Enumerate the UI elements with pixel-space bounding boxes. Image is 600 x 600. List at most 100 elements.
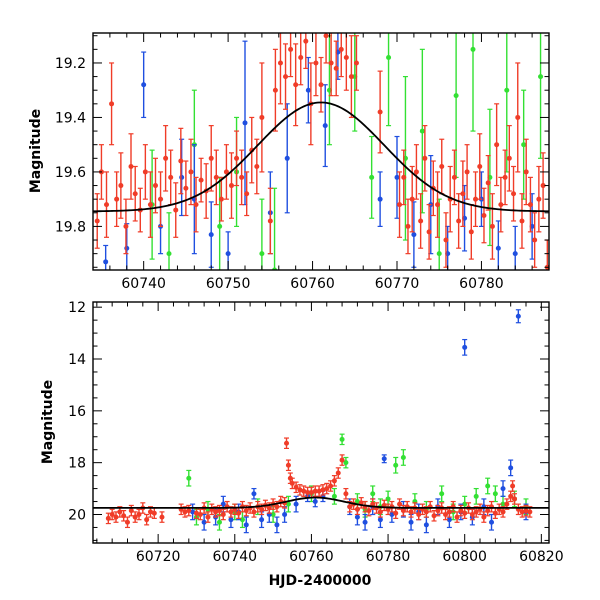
bottom-green-point bbox=[439, 485, 445, 503]
top-red-point bbox=[188, 138, 194, 206]
top-red-point bbox=[523, 138, 529, 206]
top-blue-point bbox=[124, 223, 130, 270]
bottom-red-point bbox=[197, 508, 203, 521]
top-green-point bbox=[419, 48, 425, 214]
bottom-blue-point bbox=[243, 516, 249, 534]
top-red-point bbox=[477, 133, 483, 200]
top-red-point bbox=[494, 103, 500, 187]
bottom-green-point bbox=[339, 433, 345, 446]
top-red-point bbox=[234, 130, 240, 187]
bottom-blue-point bbox=[515, 309, 521, 324]
top-red-point bbox=[333, 40, 339, 97]
bottom-red-point bbox=[297, 484, 303, 496]
top-red-point bbox=[147, 171, 153, 238]
top-red-point bbox=[519, 193, 525, 249]
bottom-blue-point bbox=[282, 506, 288, 523]
top-blue-point bbox=[377, 171, 383, 228]
top-red-point bbox=[272, 48, 278, 132]
top-red-point bbox=[443, 212, 449, 268]
top-data-points bbox=[94, 33, 549, 270]
bottom-data-points bbox=[105, 309, 533, 534]
top-red-point bbox=[439, 138, 445, 195]
bottom-green-point bbox=[400, 449, 406, 466]
top-green-point bbox=[538, 33, 544, 159]
top-red-point bbox=[485, 154, 491, 211]
top-plot-frame bbox=[92, 32, 550, 271]
top-red-point bbox=[283, 43, 289, 110]
bottom-red-point bbox=[473, 506, 479, 518]
top-red-point bbox=[218, 176, 224, 222]
top-red-point bbox=[464, 144, 470, 200]
bottom-x-tick-label: 60720 bbox=[136, 549, 181, 565]
top-x-tick-label: 60740 bbox=[121, 276, 166, 292]
top-blue-point bbox=[103, 244, 109, 270]
top-red-point bbox=[460, 160, 466, 228]
top-blue-point bbox=[512, 225, 518, 270]
top-red-point bbox=[426, 204, 432, 260]
bottom-blue-point bbox=[190, 503, 196, 521]
top-y-tick-label: 19.8 bbox=[55, 219, 86, 235]
bottom-green-point bbox=[473, 487, 479, 505]
top-red-point bbox=[254, 138, 260, 195]
bottom-blue-point bbox=[274, 516, 280, 534]
top-red-point bbox=[173, 182, 179, 238]
bottom-red-point bbox=[284, 437, 290, 450]
bottom-red-point bbox=[510, 480, 516, 492]
top-red-point bbox=[473, 171, 479, 228]
top-red-point bbox=[109, 62, 115, 146]
top-blue-point bbox=[141, 51, 147, 119]
bottom-ticks: 60720 60740 60760 60780 60800 60820 12 14 16 18 20 bbox=[68, 300, 563, 565]
bottom-red-point bbox=[331, 475, 337, 487]
bottom-blue-point bbox=[500, 480, 506, 497]
top-red-point bbox=[259, 62, 265, 173]
bottom-red-point bbox=[354, 503, 360, 516]
bottom-red-point bbox=[205, 511, 211, 523]
bottom-red-point bbox=[128, 504, 134, 517]
top-red-point bbox=[413, 144, 419, 200]
bottom-green-point bbox=[393, 456, 399, 474]
bottom-red-point bbox=[335, 467, 341, 479]
top-red-point bbox=[277, 33, 283, 105]
top-red-point bbox=[489, 193, 495, 260]
bottom-red-point bbox=[124, 516, 130, 529]
top-red-point bbox=[178, 127, 184, 195]
top-x-tick-label: 60760 bbox=[290, 276, 335, 292]
top-red-point bbox=[323, 33, 329, 64]
bottom-red-point bbox=[370, 498, 376, 510]
bottom-red-point bbox=[220, 508, 226, 521]
bottom-red-point bbox=[136, 508, 142, 521]
top-red-point bbox=[532, 212, 538, 268]
bottom-red-point bbox=[289, 477, 295, 490]
top-red-point bbox=[468, 204, 474, 260]
top-y-tick-label: 19.4 bbox=[55, 110, 86, 126]
bottom-x-tick-label: 60760 bbox=[289, 549, 334, 565]
top-red-point bbox=[223, 144, 229, 200]
top-red-point bbox=[511, 165, 517, 222]
top-red-point bbox=[239, 149, 245, 206]
top-red-point bbox=[198, 157, 204, 203]
top-red-point bbox=[114, 171, 120, 228]
top-blue-point bbox=[284, 103, 290, 214]
top-green-point bbox=[470, 33, 476, 132]
bottom-red-point bbox=[343, 487, 349, 500]
top-green-point bbox=[386, 33, 392, 127]
bottom-red-point bbox=[121, 510, 127, 522]
bottom-red-point bbox=[454, 511, 460, 523]
bottom-green-point bbox=[492, 485, 498, 503]
top-red-point bbox=[183, 160, 189, 217]
top-x-tick-label: 60750 bbox=[206, 276, 251, 292]
bottom-blue-point bbox=[423, 516, 429, 534]
bottom-y-tick-label: 12 bbox=[68, 300, 86, 316]
top-red-point bbox=[377, 70, 383, 154]
top-red-point bbox=[527, 176, 533, 233]
top-y-tick-label: 19.6 bbox=[55, 165, 86, 181]
top-red-point bbox=[397, 171, 403, 238]
top-blue-point bbox=[179, 138, 185, 217]
top-red-point bbox=[298, 33, 304, 86]
top-red-point bbox=[288, 33, 294, 78]
bottom-green-point bbox=[285, 495, 291, 513]
top-blue-point bbox=[208, 201, 214, 268]
top-red-point bbox=[123, 198, 129, 255]
top-red-point bbox=[132, 165, 138, 222]
